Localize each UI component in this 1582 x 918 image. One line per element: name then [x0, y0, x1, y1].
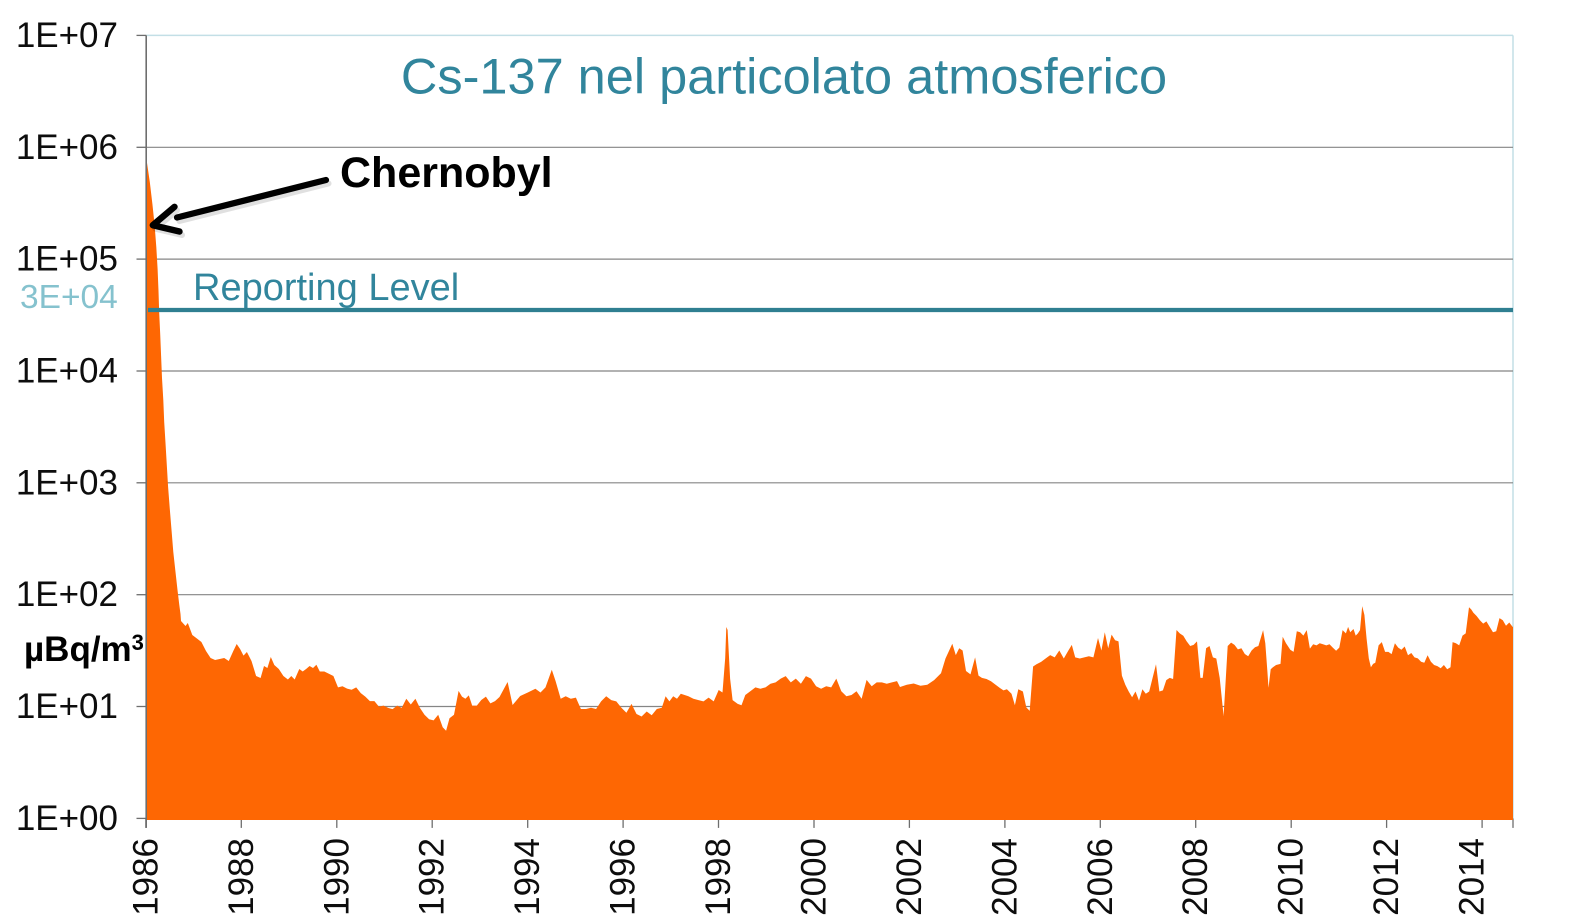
svg-text:1E+05: 1E+05: [16, 240, 118, 279]
svg-text:Cs-137 nel particolato atmosfe: Cs-137 nel particolato atmosferico: [401, 48, 1167, 105]
svg-text:1E+00: 1E+00: [16, 799, 118, 838]
svg-text:2000: 2000: [795, 838, 834, 916]
svg-text:1994: 1994: [508, 838, 547, 916]
svg-text:2010: 2010: [1272, 838, 1311, 916]
svg-text:1E+07: 1E+07: [16, 16, 118, 55]
svg-text:1E+01: 1E+01: [16, 687, 118, 726]
svg-text:1998: 1998: [699, 838, 738, 916]
svg-text:1E+06: 1E+06: [16, 128, 118, 167]
svg-text:1986: 1986: [126, 838, 165, 916]
svg-text:1988: 1988: [222, 838, 261, 916]
svg-text:Reporting Level: Reporting Level: [193, 267, 459, 309]
svg-text:2012: 2012: [1367, 838, 1406, 916]
svg-text:1992: 1992: [413, 838, 452, 916]
svg-text:3E+04: 3E+04: [20, 279, 118, 316]
svg-text:1996: 1996: [604, 838, 643, 916]
svg-text:2002: 2002: [890, 838, 929, 916]
svg-text:1E+03: 1E+03: [16, 463, 118, 502]
svg-text:Chernobyl: Chernobyl: [340, 149, 553, 197]
svg-text:1E+02: 1E+02: [16, 575, 118, 614]
svg-text:2014: 2014: [1453, 838, 1492, 916]
svg-text:1E+04: 1E+04: [16, 352, 118, 391]
svg-text:2004: 2004: [985, 838, 1024, 916]
svg-text:1990: 1990: [317, 838, 356, 916]
svg-text:µBq/m3: µBq/m3: [24, 630, 144, 669]
svg-text:2006: 2006: [1081, 838, 1120, 916]
svg-text:2008: 2008: [1176, 838, 1215, 916]
